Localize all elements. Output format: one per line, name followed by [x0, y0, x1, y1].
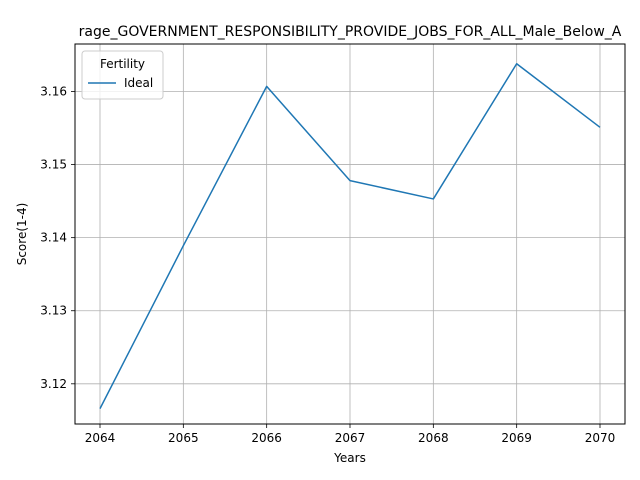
- x-tick-label: 2067: [335, 431, 366, 445]
- x-tick-label: 2069: [501, 431, 532, 445]
- chart-title: rage_GOVERNMENT_RESPONSIBILITY_PROVIDE_J…: [79, 24, 622, 40]
- x-axis-ticks: 2064 2065 2066 2067 2068 2069 2070: [85, 424, 616, 445]
- y-axis-ticks: 3.12 3.13 3.14 3.15 3.16: [40, 85, 75, 391]
- series-line-ideal: [99, 62, 601, 409]
- legend-box: [81, 50, 164, 100]
- legend: Fertility Ideal: [81, 50, 164, 100]
- y-axis-label: Score(1-4): [15, 203, 29, 266]
- x-tick-label: 2065: [168, 431, 199, 445]
- y-tick-label: 3.12: [40, 377, 67, 391]
- x-tick-label: 2064: [85, 431, 116, 445]
- gridlines: [75, 44, 625, 424]
- legend-label: Ideal: [124, 76, 153, 90]
- series-lines: [99, 62, 601, 409]
- y-tick-label: 3.14: [40, 231, 67, 245]
- y-tick-label: 3.13: [40, 304, 67, 318]
- y-tick-label: 3.16: [40, 85, 67, 99]
- x-axis-label: Years: [333, 451, 366, 465]
- x-tick-label: 2070: [585, 431, 616, 445]
- x-tick-label: 2066: [251, 431, 282, 445]
- x-tick-label: 2068: [418, 431, 449, 445]
- legend-title: Fertility: [100, 57, 145, 71]
- y-tick-label: 3.15: [40, 158, 67, 172]
